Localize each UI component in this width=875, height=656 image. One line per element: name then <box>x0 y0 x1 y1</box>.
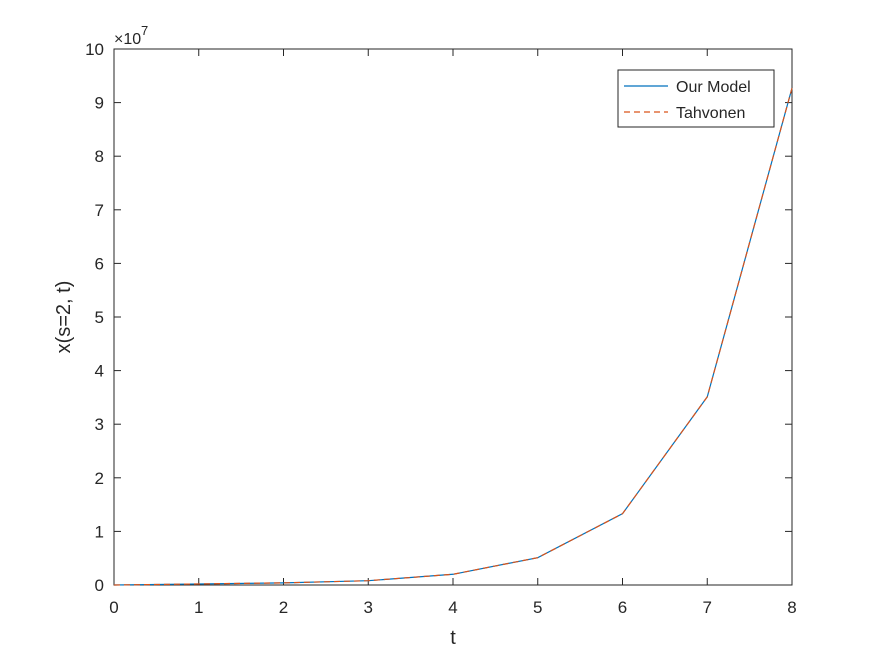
x-tick-label: 2 <box>279 598 288 617</box>
x-tick-label: 5 <box>533 598 542 617</box>
y-exponent-base: ×10 <box>114 31 141 48</box>
y-tick-label: 10 <box>85 40 104 59</box>
y-tick-label: 2 <box>95 469 104 488</box>
y-tick-label: 3 <box>95 415 104 434</box>
legend-box <box>617 69 775 128</box>
y-tick-label: 9 <box>95 94 104 113</box>
y-tick-label: 0 <box>95 576 104 595</box>
x-tick-label: 0 <box>109 598 118 617</box>
legend: Our Model Tahvonen <box>617 69 775 128</box>
x-tick-label: 7 <box>703 598 712 617</box>
legend-label-1: Our Model <box>676 79 751 96</box>
y-tick-label: 6 <box>95 254 104 273</box>
x-tick-label: 1 <box>194 598 203 617</box>
y-axis-exponent: ×10 7 <box>114 23 148 48</box>
y-tick-label: 8 <box>95 147 104 166</box>
x-tick-label: 6 <box>618 598 627 617</box>
legend-label-2: Tahvonen <box>676 105 745 122</box>
y-tick-label: 1 <box>95 522 104 541</box>
x-tick-label: 3 <box>364 598 373 617</box>
y-tick-label: 5 <box>95 308 104 327</box>
series-layer <box>113 87 793 586</box>
y-axis-ticks: 0 1 2 3 4 5 6 7 8 9 10 <box>85 40 792 595</box>
x-tick-label: 8 <box>787 598 796 617</box>
y-tick-label: 7 <box>95 201 104 220</box>
y-axis-label: x(s=2, t) <box>53 281 75 354</box>
x-axis-ticks: 0 1 2 3 4 5 6 7 8 <box>109 49 797 617</box>
series-line-2 <box>113 87 793 586</box>
x-axis-label: t <box>450 627 456 649</box>
y-tick-label: 4 <box>95 362 104 381</box>
x-tick-label: 4 <box>448 598 457 617</box>
y-exponent-power: 7 <box>141 23 148 38</box>
